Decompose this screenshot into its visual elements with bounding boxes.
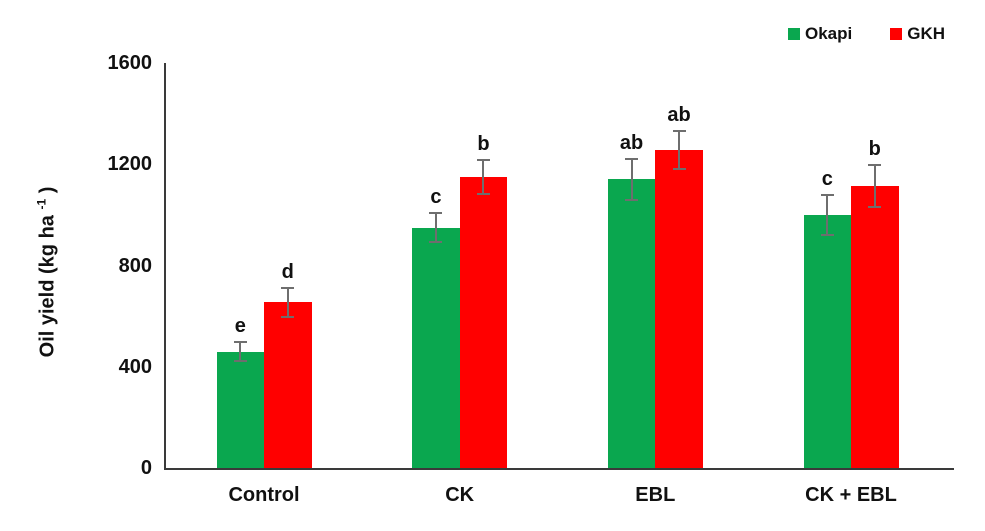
y-tick-label: 1600 [107,52,153,74]
legend-item-gkh: GKH [890,24,945,44]
bar-okapi-ck [412,227,460,468]
y-axis-title: Oil yield (kg ha -1 ) [35,187,60,358]
legend-label: Okapi [804,24,853,43]
error-bar-cap [429,212,443,215]
x-axis-line [164,468,954,470]
y-tick-label: 1200 [107,153,153,176]
error-bar-cap [281,286,295,289]
error-bar-cap [476,193,490,196]
error-bar [826,194,829,236]
legend-swatch-gkh [890,28,903,40]
significance-letter: e [234,314,246,337]
error-bar-cap [233,360,247,363]
significance-letter: ab [667,104,691,127]
x-category-label: Control [228,484,300,506]
error-bar-cap [429,240,443,243]
y-axis-line [164,63,166,469]
error-bar-cap [820,234,834,237]
error-bar [873,165,876,207]
legend-item-okapi: Okapi [787,24,853,44]
legend: Okapi GKH [787,24,945,44]
bar-okapi-ck+ebl [803,214,851,468]
significance-letter: b [868,138,881,160]
error-bar [630,159,633,200]
significance-letter: c [430,186,442,209]
error-bar-cap [233,340,247,343]
x-category-label: CK [445,484,475,506]
x-category-label: CK + EBL [805,484,897,506]
bar-gkh-ck+ebl [851,185,899,468]
error-bar-cap [281,315,295,318]
significance-letter: d [281,260,294,283]
bar-gkh-ebl [655,150,703,468]
error-bar-cap [868,164,882,166]
y-tick-label: 400 [118,355,152,378]
error-bar [678,131,681,170]
error-bar-cap [820,193,834,196]
error-bar [434,213,437,242]
error-bar-cap [672,130,686,133]
error-bar-cap [625,158,639,161]
significance-letter: ab [619,132,644,155]
y-axis-title-superscript: -1 [34,198,49,210]
bar-okapi-control [216,351,264,468]
error-bar-cap [625,198,639,201]
bar-gkh-ck [459,176,508,468]
y-axis-title-text: Oil yield (kg ha [36,209,59,358]
error-bar [239,341,242,362]
error-bar-cap [868,205,882,208]
y-tick-label: 800 [118,254,152,277]
legend-swatch-okapi [787,28,800,40]
bar-gkh-control [264,302,312,468]
x-category-label: EBL [635,484,676,506]
error-bar [482,159,485,195]
error-bar-cap [672,168,686,171]
significance-letter: c [821,167,833,190]
y-axis-title-suffix: ) [36,186,59,199]
legend-label: GKH [907,24,945,43]
bar-okapi-ebl [607,179,656,468]
significance-letter: b [477,132,490,155]
error-bar [286,287,289,317]
y-tick-label: 0 [140,457,152,479]
error-bar-cap [476,158,490,161]
